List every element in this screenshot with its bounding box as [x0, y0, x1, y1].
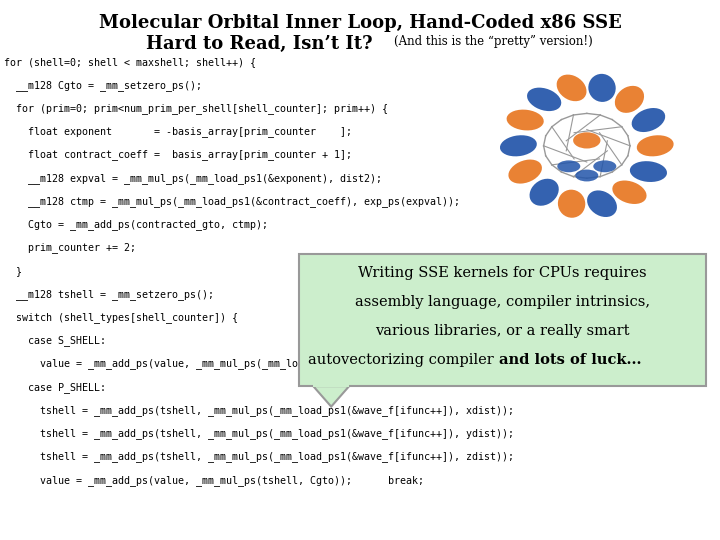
- Ellipse shape: [573, 132, 600, 149]
- Text: and lots of luck...: and lots of luck...: [498, 353, 641, 367]
- Ellipse shape: [588, 74, 616, 102]
- FancyBboxPatch shape: [299, 254, 706, 386]
- Text: value = _mm_add_ps(value, _mm_mul_ps(_mm_load_ps1(&wave_f[ifunc++]), Cgto));    : value = _mm_add_ps(value, _mm_mul_ps(_mm…: [4, 359, 556, 369]
- Ellipse shape: [500, 135, 537, 157]
- Text: assembly language, compiler intrinsics,: assembly language, compiler intrinsics,: [355, 295, 649, 309]
- Text: Hard to Read, Isn’t It?: Hard to Read, Isn’t It?: [146, 35, 372, 53]
- Ellipse shape: [557, 75, 587, 101]
- Ellipse shape: [630, 161, 667, 182]
- Text: Molecular Orbital Inner Loop, Hand-Coded x86 SSE: Molecular Orbital Inner Loop, Hand-Coded…: [99, 14, 621, 31]
- Text: __m128 expval = _mm_mul_ps(_mm_load_ps1(&exponent), dist2);: __m128 expval = _mm_mul_ps(_mm_load_ps1(…: [4, 173, 382, 184]
- Text: tshell = _mm_add_ps(tshell, _mm_mul_ps(_mm_load_ps1(&wave_f[ifunc++]), ydist));: tshell = _mm_add_ps(tshell, _mm_mul_ps(_…: [4, 428, 513, 439]
- Text: tshell = _mm_add_ps(tshell, _mm_mul_ps(_mm_load_ps1(&wave_f[ifunc++]), zdist));: tshell = _mm_add_ps(tshell, _mm_mul_ps(_…: [4, 451, 513, 462]
- Ellipse shape: [575, 170, 598, 181]
- Text: Cgto = _mm_add_ps(contracted_gto, ctmp);: Cgto = _mm_add_ps(contracted_gto, ctmp);: [4, 219, 268, 230]
- Ellipse shape: [557, 160, 580, 172]
- Text: case P_SHELL:: case P_SHELL:: [4, 382, 106, 393]
- Text: float exponent       = -basis_array[prim_counter    ];: float exponent = -basis_array[prim_count…: [4, 126, 351, 137]
- Text: tshell = _mm_add_ps(tshell, _mm_mul_ps(_mm_load_ps1(&wave_f[ifunc++]), xdist));: tshell = _mm_add_ps(tshell, _mm_mul_ps(_…: [4, 405, 513, 416]
- Ellipse shape: [593, 160, 616, 172]
- Text: switch (shell_types[shell_counter]) {: switch (shell_types[shell_counter]) {: [4, 312, 238, 323]
- Ellipse shape: [612, 180, 647, 204]
- Text: (And this is the “pretty” version!): (And this is the “pretty” version!): [394, 35, 593, 48]
- Ellipse shape: [587, 191, 617, 217]
- Ellipse shape: [631, 108, 665, 132]
- Ellipse shape: [508, 159, 542, 184]
- Text: prim_counter += 2;: prim_counter += 2;: [4, 242, 135, 253]
- Ellipse shape: [507, 110, 544, 131]
- Text: autovectorizing compiler and lots of luck...: autovectorizing compiler and lots of luc…: [343, 353, 662, 367]
- Text: float contract_coeff =  basis_array[prim_counter + 1];: float contract_coeff = basis_array[prim_…: [4, 150, 351, 160]
- Text: __m128 Cgto = _mm_setzero_ps();: __m128 Cgto = _mm_setzero_ps();: [4, 80, 202, 91]
- Text: __m128 ctmp = _mm_mul_ps(_mm_load_ps1(&contract_coeff), exp_ps(expval));: __m128 ctmp = _mm_mul_ps(_mm_load_ps1(&c…: [4, 196, 459, 207]
- Ellipse shape: [558, 190, 585, 218]
- Ellipse shape: [615, 86, 644, 113]
- Text: __m128 tshell = _mm_setzero_ps();: __m128 tshell = _mm_setzero_ps();: [4, 289, 214, 300]
- Ellipse shape: [529, 179, 559, 206]
- Ellipse shape: [636, 135, 674, 157]
- FancyBboxPatch shape: [313, 383, 349, 387]
- Text: for (shell=0; shell < maxshell; shell++) {: for (shell=0; shell < maxshell; shell++)…: [4, 57, 256, 67]
- Ellipse shape: [527, 87, 562, 111]
- Text: }: }: [4, 266, 22, 276]
- Text: value = _mm_add_ps(value, _mm_mul_ps(tshell, Cgto));      break;: value = _mm_add_ps(value, _mm_mul_ps(tsh…: [4, 475, 423, 485]
- Text: for (prim=0; prim<num_prim_per_shell[shell_counter]; prim++) {: for (prim=0; prim<num_prim_per_shell[she…: [4, 103, 387, 114]
- Polygon shape: [313, 386, 349, 407]
- Text: Writing SSE kernels for CPUs requires: Writing SSE kernels for CPUs requires: [358, 266, 647, 280]
- Text: various libraries, or a really smart: various libraries, or a really smart: [375, 324, 629, 338]
- Text: case S_SHELL:: case S_SHELL:: [4, 335, 106, 346]
- Text: autovectorizing compiler: autovectorizing compiler: [308, 353, 498, 367]
